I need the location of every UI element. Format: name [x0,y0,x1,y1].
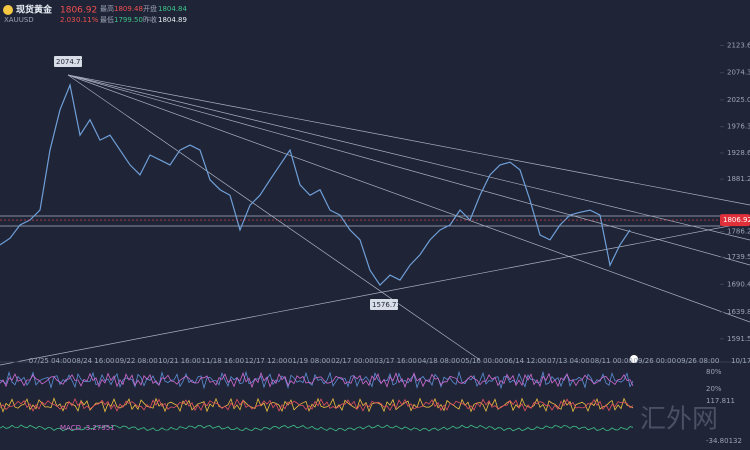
x-tick-label: 10/21 16:00 [158,357,201,365]
y-tick-label: 2025.02 [727,96,750,104]
indicator-label: MACD -3.27951 [60,424,115,432]
y-tick-label: 1639.87 [727,308,750,316]
indicator-label: -34.80132 [706,437,742,445]
label: 昨收 [143,15,157,24]
y-tick-label: 1690.41 [727,280,750,288]
annotation-box [54,56,82,67]
indicator-line [0,424,634,432]
annotation: 2074.77 [56,58,85,66]
annotation-box [370,299,398,310]
indicator-label: 80% [706,368,722,376]
prev: 1804.89 [158,16,187,24]
x-tick-label: 09/26 00:00 [634,357,677,365]
x-tick-label: 05/16 00:00 [461,357,504,365]
change-pct: 0.11% [76,16,99,24]
label: 最低 [100,15,114,24]
indicator-line [0,371,634,389]
indicator-label: 20% [706,385,722,393]
x-tick-label: 06/14 12:00 [504,357,547,365]
x-tick-label: 02/17 00:00 [331,357,374,365]
y-tick-label: 1786.24 [727,227,750,235]
indicator-line [0,398,634,412]
y-tick-label: 1881.22 [727,175,750,183]
label: 最高 [100,4,114,13]
x-tick-label: 09/26 08:00 [677,357,720,365]
symbol: XAUUSD [4,16,34,24]
y-tick-label: 2123.67 [727,42,750,50]
y-tick-label: 1739.53 [727,253,750,261]
x-tick-label: 08/24 16:00 [72,357,115,365]
open: 1804.84 [158,5,187,13]
x-tick-label: 01/19 08:00 [288,357,331,365]
time-handle[interactable] [630,355,638,363]
x-tick-label: 12/17 12:00 [245,357,288,365]
annotation: 1576.71 [372,301,401,309]
watermark: 汇外网 [640,405,718,435]
x-tick-label: 04/18 08:00 [418,357,461,365]
gold-icon [3,5,13,15]
x-tick-label: 08/11 00:00 [590,357,633,365]
x-tick-label: 07/13 04:00 [547,357,590,365]
x-tick-label: 10/17 [731,357,750,365]
x-tick-label: 07/25 04:00 [29,357,72,365]
high: 1809.48 [114,5,143,13]
name: 现货黄金 [16,4,53,16]
current-tag [720,214,750,227]
indicator-label: 117.811 [706,397,735,405]
label: 开盘 [143,4,157,13]
y-tick-label: 1976.38 [727,123,750,131]
price-line [0,82,631,286]
x-tick-label: 11/18 16:00 [202,357,245,365]
change: 2.03 [60,16,76,24]
price: 1806.92 [60,6,97,16]
indicator-line [0,370,634,390]
x-tick-label: 09/22 08:00 [115,357,158,365]
y-tick-label: 1591.54 [727,335,750,343]
y-tick-label: 2074.34 [727,69,750,77]
current-price: 1806.92 [723,216,750,224]
low: 1799.50 [114,16,143,24]
y-tick-label: 1928.69 [727,149,750,157]
x-tick-label: 03/17 16:00 [374,357,417,365]
trendlines [0,74,750,366]
